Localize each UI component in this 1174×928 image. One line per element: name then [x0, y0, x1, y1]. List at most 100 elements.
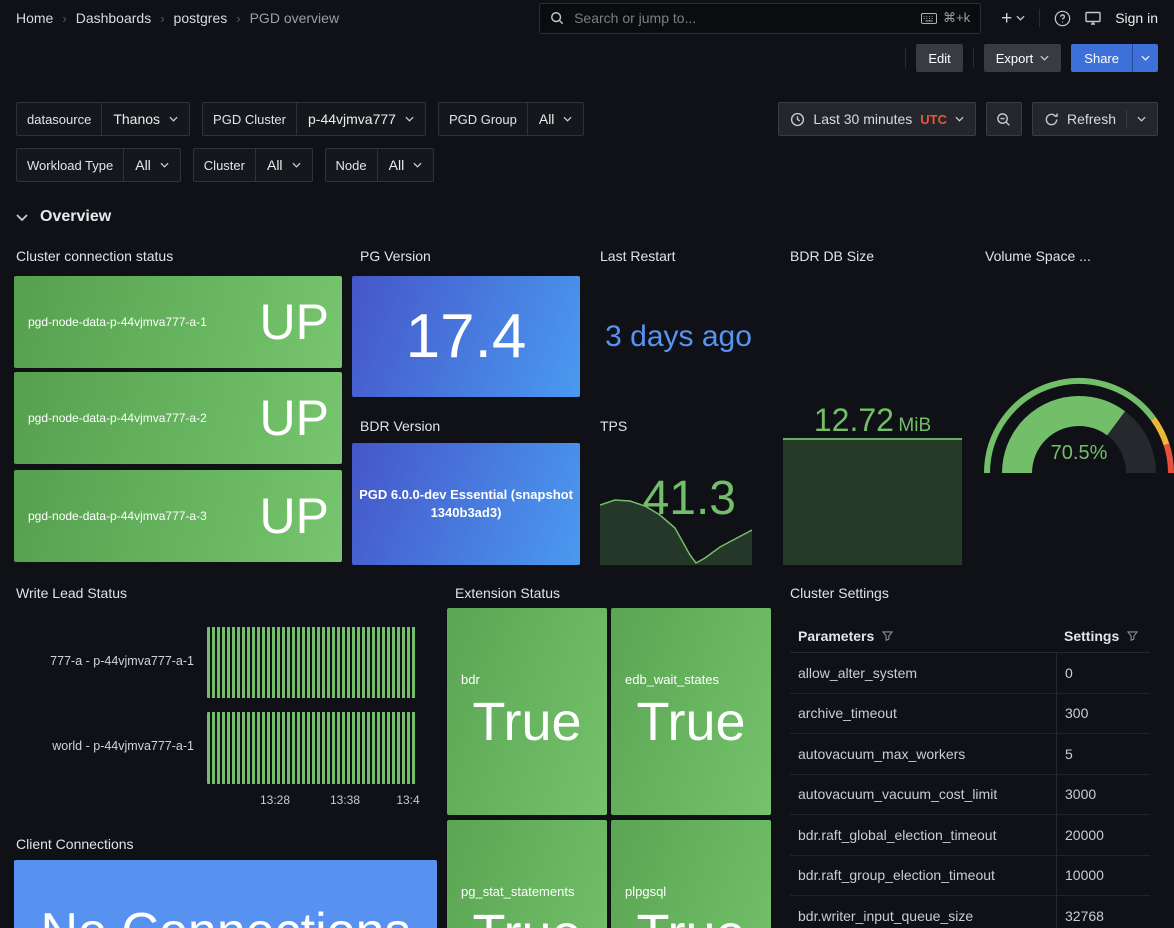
- bdr-version-tile: PGD 6.0.0-dev Essential (snapshot 1340b3…: [352, 443, 580, 565]
- panel-title-extension-status[interactable]: Extension Status: [455, 585, 561, 601]
- bdr-version-value: PGD 6.0.0-dev Essential (snapshot 1340b3…: [359, 486, 573, 520]
- column-header-parameters[interactable]: Parameters: [798, 628, 875, 644]
- last-restart-value: 3 days ago: [605, 320, 752, 353]
- refresh-label: Refresh: [1066, 111, 1116, 127]
- extension-value: True: [461, 906, 593, 928]
- node-name: pgd-node-data-p-44vjmva777-a-3: [28, 509, 207, 523]
- panel-title-bdr-db-size[interactable]: BDR DB Size: [790, 248, 875, 264]
- panel-title-last-restart[interactable]: Last Restart: [600, 248, 676, 264]
- extension-tile: bdr True: [447, 608, 607, 815]
- bdr-db-size-value: 12.72 MiB: [783, 402, 962, 439]
- variables-row-1: datasource Thanos PGD Cluster p-44vjmva7…: [0, 102, 1174, 136]
- edit-button[interactable]: Edit: [916, 44, 963, 72]
- tps-sparkline: [600, 499, 752, 565]
- volume-space-value: 70.5%: [1050, 442, 1108, 464]
- time-controls: Last 30 minutes UTC Refresh: [778, 102, 1158, 136]
- edit-button-label: Edit: [928, 50, 951, 66]
- zoom-out-button[interactable]: [985, 102, 1022, 136]
- parameter-cell: bdr.raft_group_election_timeout: [798, 867, 995, 884]
- panel-title-volume-space[interactable]: Volume Space ...: [985, 248, 1091, 264]
- parameter-cell: bdr.raft_global_election_timeout: [798, 826, 997, 843]
- panel-title-tps[interactable]: TPS: [600, 418, 628, 434]
- panel-title-pg-version[interactable]: PG Version: [360, 248, 431, 264]
- tps-value: 41.3: [642, 472, 736, 525]
- extension-name: plpgsql: [625, 884, 667, 900]
- breadcrumb-dashboards[interactable]: Dashboards: [75, 10, 152, 26]
- dashboard-toolbar: Edit Export Share: [0, 36, 1174, 80]
- panel-title-write-lead-status[interactable]: Write Lead Status: [16, 585, 128, 601]
- time-range-label: Last 30 minutes: [813, 111, 913, 127]
- variable-value: All: [538, 111, 555, 127]
- parameter-cell: autovacuum_vacuum_cost_limit: [798, 786, 998, 803]
- chevron-down-icon: [1016, 15, 1025, 21]
- time-range-picker[interactable]: Last 30 minutes UTC: [778, 102, 976, 136]
- filter-icon[interactable]: [882, 631, 894, 641]
- breadcrumb-postgres[interactable]: postgres: [173, 10, 228, 26]
- breadcrumb-separator: ›: [236, 10, 241, 26]
- panel-title-bdr-version[interactable]: BDR Version: [360, 418, 441, 434]
- export-button[interactable]: Export: [983, 44, 1062, 72]
- divider: [1039, 9, 1041, 27]
- chevron-down-icon: [955, 116, 964, 122]
- bdr-db-size-unit: MiB: [898, 415, 932, 436]
- variable-workload-type[interactable]: Workload Type All: [16, 148, 181, 182]
- dashboard-grid: Cluster connection status PG Version Las…: [0, 232, 1174, 928]
- variable-label: datasource: [17, 103, 103, 135]
- breadcrumb-current-page: PGD overview: [249, 10, 340, 26]
- zoom-out-icon: [996, 112, 1011, 127]
- nav-actions: + Sign in: [1001, 9, 1158, 28]
- help-icon[interactable]: [1054, 10, 1071, 27]
- variable-value: Thanos: [113, 111, 161, 127]
- write-lead-status-panel: 777-a - p-44vjmva777-a-1 world - p-44vjm…: [14, 585, 434, 820]
- plus-icon: +: [1001, 7, 1013, 29]
- variable-cluster[interactable]: Cluster All: [192, 148, 313, 182]
- bdr-db-size-area-chart: [783, 438, 962, 565]
- export-button-label: Export: [995, 50, 1034, 66]
- panel-title-cluster-connection-status[interactable]: Cluster connection status: [16, 248, 174, 264]
- chevron-down-icon: [169, 116, 178, 122]
- share-button[interactable]: Share: [1071, 44, 1132, 72]
- new-dropdown-button[interactable]: +: [1001, 9, 1025, 28]
- search-bar[interactable]: ⌘+k: [539, 2, 982, 34]
- variable-value: All: [266, 157, 283, 173]
- x-axis-tick: 13:28: [259, 793, 291, 807]
- table-header-row: Parameters Settings: [790, 620, 1150, 653]
- extension-tile: edb_wait_states True: [611, 608, 771, 815]
- variable-value: All: [135, 157, 151, 173]
- setting-cell: 10000: [1056, 855, 1150, 895]
- setting-cell: 3000: [1056, 774, 1150, 814]
- extension-name: edb_wait_states: [625, 672, 719, 688]
- variable-label: Cluster: [194, 149, 256, 181]
- top-nav: Home › Dashboards › postgres › PGD overv…: [0, 0, 1174, 36]
- variable-node[interactable]: Node All: [324, 148, 435, 182]
- parameter-cell: autovacuum_max_workers: [798, 745, 966, 762]
- table-row: bdr.raft_global_election_timeout 20000: [790, 815, 1150, 856]
- table-row: archive_timeout 300: [790, 693, 1150, 734]
- extension-value: True: [625, 906, 757, 928]
- section-row-overview[interactable]: Overview: [16, 206, 1174, 228]
- share-dropdown-button[interactable]: [1132, 44, 1158, 72]
- chevron-down-icon: [1137, 116, 1146, 122]
- extension-name: pg_stat_statements: [461, 884, 575, 900]
- column-header-settings[interactable]: Settings: [1064, 628, 1120, 644]
- sign-in-button[interactable]: Sign in: [1115, 10, 1158, 26]
- filter-icon[interactable]: [1127, 631, 1139, 641]
- breadcrumb-home[interactable]: Home: [16, 10, 54, 26]
- parameter-cell: allow_alter_system: [798, 664, 918, 681]
- variable-pgd-group[interactable]: PGD Group All: [437, 102, 585, 136]
- variable-datasource[interactable]: datasource Thanos: [16, 102, 191, 136]
- monitor-icon[interactable]: [1085, 11, 1101, 25]
- panel-title-client-connections[interactable]: Client Connections: [16, 836, 134, 852]
- node-name: pgd-node-data-p-44vjmva777-a-1: [28, 315, 207, 329]
- cluster-settings-table: Parameters Settings allow_alter_system 0…: [790, 620, 1150, 928]
- section-title: Overview: [40, 208, 112, 225]
- setting-cell: 0: [1056, 653, 1150, 693]
- refresh-button[interactable]: Refresh: [1031, 102, 1158, 136]
- search-input[interactable]: [572, 9, 913, 27]
- panel-title-cluster-settings[interactable]: Cluster Settings: [790, 585, 889, 601]
- extension-tile: pg_stat_statements True: [447, 820, 607, 928]
- variable-pgd-cluster[interactable]: PGD Cluster p-44vjmva777: [202, 102, 426, 136]
- keyboard-shortcut-hint: ⌘+k: [920, 10, 970, 26]
- pg-version-tile: 17.4: [352, 276, 580, 397]
- search-icon: [550, 11, 564, 25]
